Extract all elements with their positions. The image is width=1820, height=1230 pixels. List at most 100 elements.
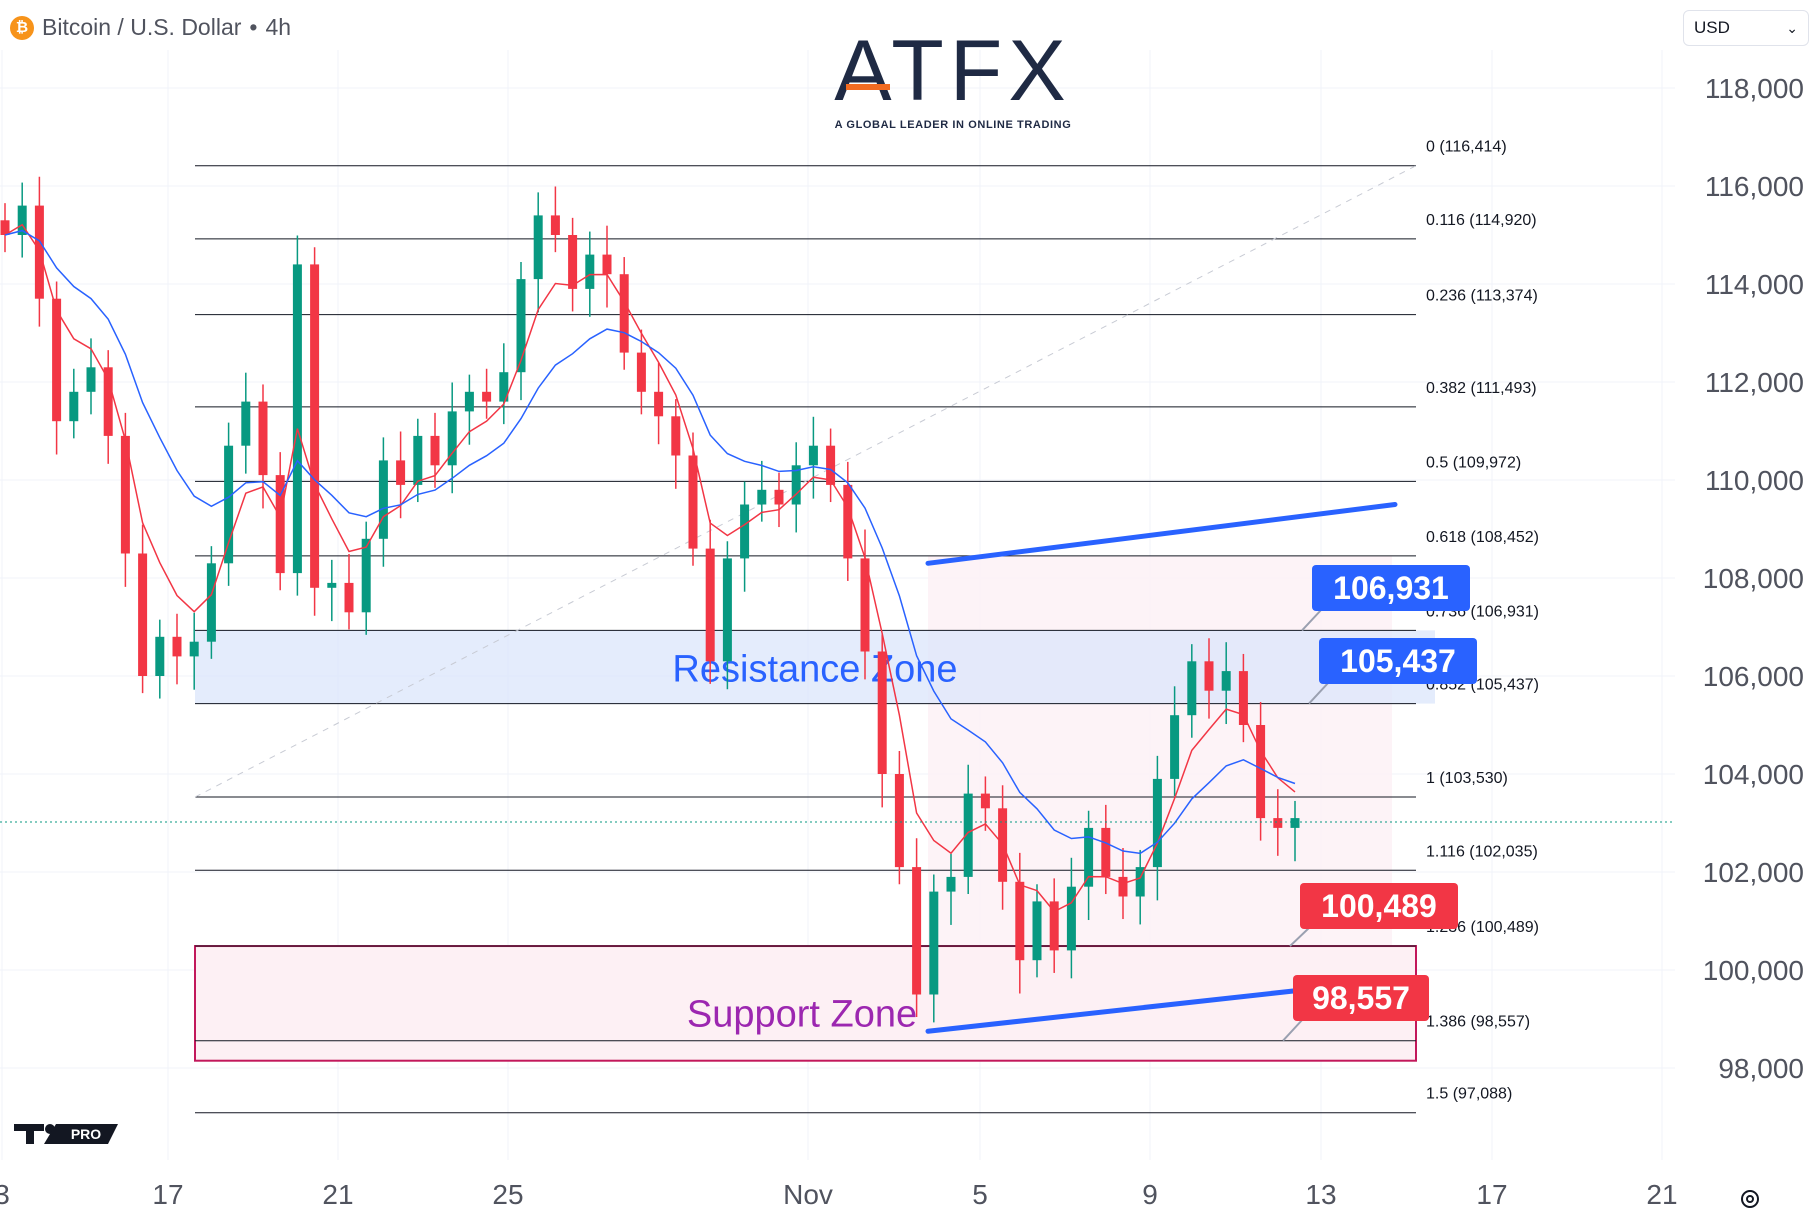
price-tick-label: 106,000 (1703, 661, 1804, 692)
logo-accent-bar (846, 84, 890, 90)
time-axis[interactable]: 3 17 21 25 Nov 5 9 13 17 21 (0, 1179, 1678, 1210)
settings-icon[interactable] (1741, 1190, 1759, 1208)
fib-level-label: 1.5 (97,088) (1426, 1086, 1512, 1103)
candle-down (1273, 818, 1283, 828)
candle-up (963, 793, 973, 877)
candle-up (929, 891, 939, 995)
tradingview-pro-badge[interactable]: PRO (14, 1124, 118, 1144)
price-callout-value: 105,437 (1340, 643, 1456, 679)
price-tick-label: 98,000 (1718, 1053, 1804, 1084)
currency-dropdown[interactable]: USD ⌄ (1683, 10, 1809, 46)
tv-badge-bg (44, 1124, 118, 1144)
time-tick-label: 5 (972, 1179, 988, 1210)
candle-down (619, 274, 629, 353)
chevron-down-icon: ⌄ (1786, 19, 1798, 36)
fib-level-label: 0.618 (108,452) (1426, 529, 1539, 546)
atfx-logo: ATFX A GLOBAL LEADER IN ONLINE TRADING (834, 23, 1072, 131)
candle-up (1170, 715, 1180, 779)
fib-level-label: 1 (103,530) (1426, 770, 1508, 787)
price-callout-box (1319, 638, 1477, 684)
upper-channel-trendline (925, 502, 1398, 566)
candle-up (189, 641, 199, 657)
candle-down (894, 774, 904, 868)
candle-down (1015, 881, 1025, 961)
price-callout-value: 106,931 (1333, 570, 1449, 606)
candle-down (1118, 876, 1128, 897)
candle-down (120, 435, 130, 554)
fib-trend-dashed-line (194, 165, 1417, 798)
candle-down (602, 254, 612, 275)
candle-up (946, 876, 956, 892)
candle-up (1187, 661, 1197, 716)
candle-down (671, 416, 681, 456)
candle-down (1238, 671, 1248, 725)
candle-up (206, 563, 216, 642)
price-callout-box (1293, 975, 1429, 1021)
candle-up (1135, 867, 1145, 897)
fib-level-label: 0.382 (111,493) (1426, 380, 1537, 397)
currency-value: USD (1694, 18, 1730, 37)
price-tick-label: 102,000 (1703, 857, 1804, 888)
fib-level-label: 0 (116,414) (1426, 139, 1507, 156)
candle-down (344, 582, 354, 613)
candle-up (224, 445, 234, 564)
resistance-zone-box (195, 630, 1435, 704)
candle-down (52, 298, 62, 422)
tv-logo-stem (26, 1124, 34, 1144)
candle-down (172, 636, 182, 657)
price-tick-label: 110,000 (1705, 465, 1804, 496)
candle-up (1084, 827, 1094, 887)
time-tick-label: 21 (322, 1179, 353, 1210)
candle-down (688, 455, 698, 549)
candle-up (292, 264, 302, 574)
time-tick-label: 9 (1142, 1179, 1158, 1210)
candle-up (722, 558, 732, 662)
candle-down (103, 367, 113, 436)
price-callout-box (1300, 883, 1458, 929)
price-callout-box (1312, 565, 1470, 611)
interval-label: 4h (265, 14, 292, 40)
fib-level-label: 1.386 (98,557) (1426, 1014, 1530, 1031)
candle-down (258, 401, 268, 476)
support-zone-box (194, 945, 1417, 1062)
candle-down (860, 558, 870, 652)
candle-down (654, 391, 664, 417)
gridlines (0, 50, 1675, 1160)
candle-down (482, 391, 492, 402)
resistance-zone-label: Resistance Zone (672, 649, 957, 691)
candle-up (585, 254, 595, 289)
price-callout-value: 98,557 (1312, 980, 1410, 1016)
candle-down (705, 548, 715, 662)
candle-down (1101, 827, 1111, 877)
candle-down (980, 793, 990, 809)
time-tick-label: 13 (1305, 1179, 1336, 1210)
candle-down (0, 220, 10, 235)
time-tick-label: 25 (492, 1179, 523, 1210)
time-tick-label: Nov (783, 1179, 833, 1210)
candle-down (550, 215, 560, 235)
candle-up (499, 372, 509, 402)
logo-text: ATFX (834, 23, 1071, 119)
chart-header: ₿ Bitcoin / U.S. Dollar • 4h USD ⌄ (0, 0, 1820, 50)
fib-level-label: 0.236 (113,374) (1426, 288, 1538, 305)
candle-down (826, 445, 836, 485)
price-callout-pointer (1282, 1018, 1304, 1042)
zones: Resistance Zone Support Zone (194, 555, 1435, 1062)
tv-badge-text: PRO (71, 1126, 101, 1142)
candle-up (464, 391, 474, 412)
candle-up (378, 460, 388, 539)
symbol-title[interactable]: ₿ Bitcoin / U.S. Dollar • 4h (10, 14, 291, 41)
candle-down (912, 867, 922, 995)
candle-down (1049, 901, 1059, 951)
candle-up (791, 465, 801, 505)
candle-up (1032, 901, 1042, 961)
price-tick-label: 100,000 (1703, 955, 1804, 986)
bitcoin-icon: ₿ (10, 15, 34, 40)
price-axis[interactable]: 118,000 116,000 114,000 112,000 110,000 108,0… (1703, 73, 1804, 1084)
candle-up (1066, 886, 1076, 951)
candle-down (568, 235, 578, 289)
candle-up (516, 279, 526, 373)
logo-tagline: A GLOBAL LEADER IN ONLINE TRADING (835, 119, 1072, 131)
price-callout-pointer (1308, 681, 1330, 705)
